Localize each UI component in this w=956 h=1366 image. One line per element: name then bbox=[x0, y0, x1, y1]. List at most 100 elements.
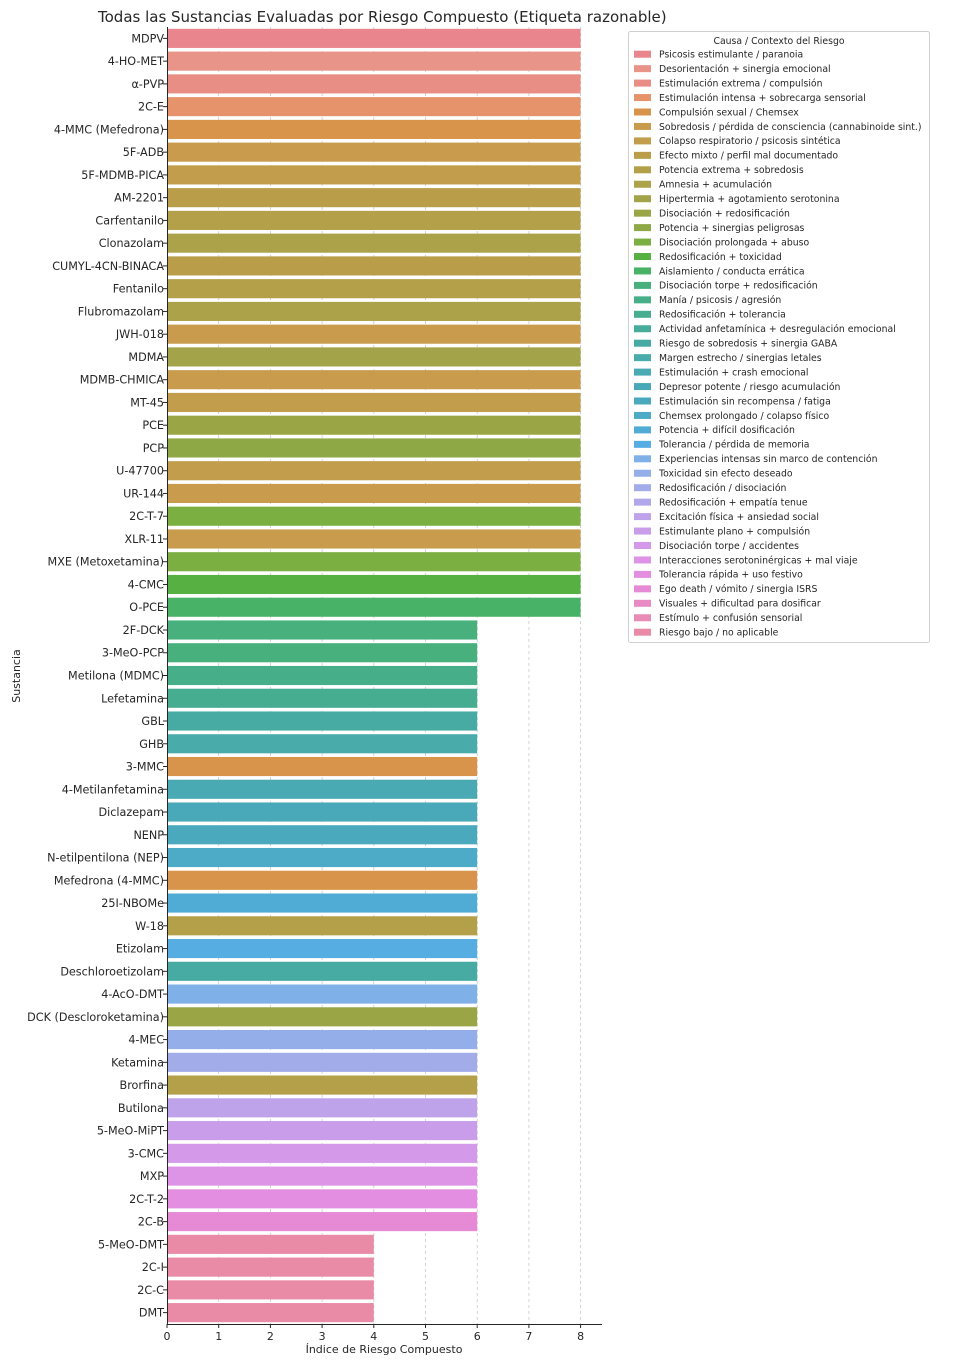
legend-swatch bbox=[634, 209, 651, 217]
bar bbox=[167, 529, 581, 549]
y-tick-label: 2C-I bbox=[142, 1261, 164, 1274]
legend-swatch bbox=[634, 585, 651, 593]
bar bbox=[167, 165, 581, 185]
legend-item-label: Estimulante plano + compulsión bbox=[659, 526, 810, 537]
legend-item-label: Margen estrecho / sinergias letales bbox=[659, 353, 822, 364]
y-tick-label: MDMB-CHMICA bbox=[80, 374, 165, 387]
legend-item-label: Potencia extrema + sobredosis bbox=[659, 165, 804, 176]
y-tick-label: 2C-T-7 bbox=[129, 510, 164, 523]
legend-swatch bbox=[634, 411, 651, 419]
x-tick-label: 8 bbox=[577, 1330, 584, 1343]
bar bbox=[167, 97, 581, 117]
y-tick-labels: MDPV 4-HO-MET α-PVP 2C-E 4-MMC (Mefedrona) 5F… bbox=[27, 32, 167, 1320]
y-tick-label: XLR-11 bbox=[125, 533, 165, 546]
legend-item-label: Tolerancia / pérdida de memoria bbox=[658, 440, 809, 451]
legend-swatch bbox=[634, 426, 651, 434]
y-tick-label: 2C-B bbox=[138, 1216, 164, 1229]
legend-swatch bbox=[634, 166, 651, 174]
legend-swatch bbox=[634, 368, 651, 376]
legend-swatch bbox=[634, 253, 651, 260]
y-tick-label: 25I-NBOMe bbox=[101, 897, 164, 910]
x-tick-label: 3 bbox=[319, 1330, 326, 1343]
bar bbox=[167, 142, 581, 162]
legend-item-label: Colapso respiratorio / psicosis sintétic… bbox=[659, 136, 841, 147]
bar bbox=[167, 1121, 478, 1141]
legend-swatch bbox=[634, 484, 651, 492]
y-tick-label: Lefetamina bbox=[101, 692, 164, 705]
bar bbox=[167, 483, 581, 504]
y-tick-label: Etizolam bbox=[116, 943, 164, 956]
bar bbox=[167, 1075, 478, 1095]
y-tick-label: Deschloroetizolam bbox=[60, 965, 164, 978]
legend-item-label: Redosificación + empatía tenue bbox=[659, 497, 808, 508]
legend-swatch bbox=[634, 440, 651, 448]
bar bbox=[167, 1007, 478, 1027]
bar bbox=[167, 1143, 478, 1163]
legend-swatch bbox=[634, 195, 651, 203]
bar bbox=[167, 688, 478, 708]
bar bbox=[167, 188, 581, 208]
bar bbox=[167, 301, 581, 321]
legend-item-label: Potencia + sinergias peligrosas bbox=[659, 223, 805, 234]
y-tick-label: 4-CMC bbox=[128, 578, 165, 591]
legend-swatch bbox=[634, 397, 651, 405]
x-tick-label: 7 bbox=[525, 1330, 532, 1343]
legend-item-label: Tolerancia rápida + uso festivo bbox=[658, 570, 803, 581]
legend-item-label: Psicosis estimulante / paranoia bbox=[659, 50, 803, 61]
bar bbox=[167, 597, 581, 617]
legend-swatch bbox=[634, 628, 651, 636]
y-tick-label: O-PCE bbox=[129, 601, 164, 614]
bar bbox=[167, 938, 478, 959]
y-tick-label: Brorfina bbox=[120, 1079, 164, 1092]
y-tick-label: Butilona bbox=[118, 1102, 164, 1115]
y-tick-label: Fentanilo bbox=[113, 283, 164, 296]
y-tick-label: 3-MMC bbox=[126, 761, 164, 774]
bar bbox=[167, 1030, 478, 1050]
legend-swatch bbox=[634, 570, 651, 578]
legend-item-label: Ego death / vómito / sinergia ISRS bbox=[659, 584, 817, 595]
bar bbox=[167, 256, 581, 276]
legend-swatch bbox=[634, 527, 651, 535]
bar bbox=[167, 1052, 478, 1072]
legend-swatch bbox=[634, 296, 651, 304]
y-tick-label: MDPV bbox=[131, 32, 164, 45]
bars bbox=[167, 28, 581, 1323]
y-tick-label: 2F-DCK bbox=[123, 624, 165, 637]
bar bbox=[167, 870, 478, 890]
y-tick-label: 3-CMC bbox=[128, 1147, 165, 1160]
legend-swatch bbox=[634, 542, 651, 549]
legend-swatch bbox=[634, 65, 651, 73]
y-tick-label: N-etilpentilona (NEP) bbox=[47, 852, 164, 865]
legend-item-label: Estimulación extrema / compulsión bbox=[659, 78, 823, 89]
legend-swatch bbox=[634, 339, 651, 347]
y-tick-label: Ketamina bbox=[111, 1056, 164, 1069]
y-axis-label: Sustancia bbox=[10, 649, 23, 703]
legend-swatch bbox=[634, 354, 651, 362]
legend-item-label: Disociación torpe / accidentes bbox=[659, 541, 799, 552]
y-tick-label: MDMA bbox=[128, 351, 164, 364]
legend-swatch bbox=[634, 180, 651, 188]
bar bbox=[167, 74, 581, 94]
x-axis-label: Índice de Riesgo Compuesto bbox=[306, 1343, 463, 1356]
y-tick-label: α-PVP bbox=[131, 78, 164, 91]
legend-item-label: Sobredosis / pérdida de consciencia (can… bbox=[659, 122, 922, 133]
y-tick-label: UR-144 bbox=[123, 487, 164, 500]
legend-item-label: Disociación prolongada + abuso bbox=[659, 237, 809, 248]
y-tick-label: AM-2201 bbox=[114, 192, 164, 205]
y-tick-label: DCK (Descloroketamina) bbox=[27, 1011, 164, 1024]
bar bbox=[167, 415, 581, 435]
y-tick-label: Clonazolam bbox=[99, 237, 164, 250]
legend-item-label: Redosificación / disociación bbox=[659, 483, 787, 494]
legend: Causa / Contexto del Riesgo Psicosis est… bbox=[628, 31, 930, 643]
legend-item-label: Estimulación sin recompensa / fatiga bbox=[659, 396, 831, 407]
x-tick-label: 2 bbox=[267, 1330, 274, 1343]
y-tick-label: Diclazepam bbox=[99, 806, 164, 819]
y-tick-label: PCE bbox=[142, 419, 164, 432]
y-tick-label: Flubromazolam bbox=[78, 305, 164, 318]
y-tick-label: NENP bbox=[133, 829, 164, 842]
bar bbox=[167, 324, 581, 344]
bar bbox=[167, 756, 478, 777]
axes bbox=[167, 27, 602, 1325]
legend-swatch bbox=[634, 455, 651, 463]
legend-item-label: Experiencias intensas sin marco de conte… bbox=[659, 454, 878, 465]
